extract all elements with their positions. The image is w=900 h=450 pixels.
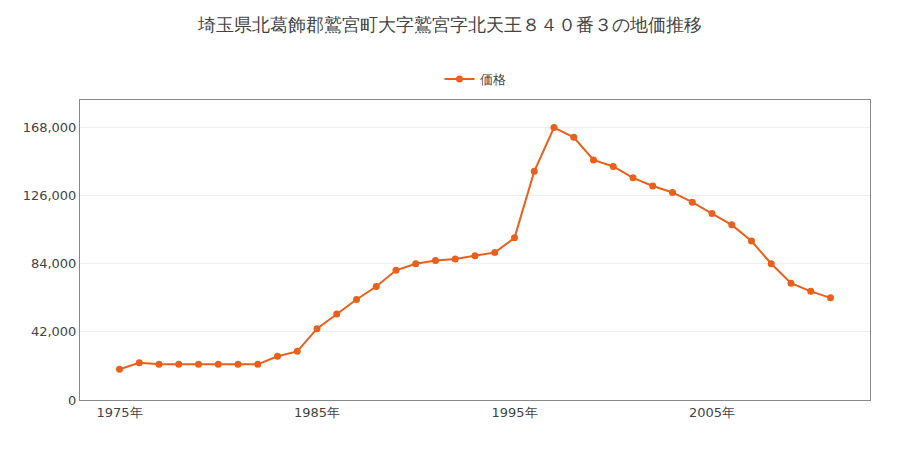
svg-text:42,000: 42,000 xyxy=(31,324,77,339)
svg-text:1975年: 1975年 xyxy=(96,405,142,420)
svg-text:2005年: 2005年 xyxy=(689,405,735,420)
svg-text:126,000: 126,000 xyxy=(23,188,77,203)
svg-text:1985年: 1985年 xyxy=(294,405,340,420)
svg-text:0: 0 xyxy=(68,393,76,408)
svg-text:価格: 価格 xyxy=(480,72,506,87)
svg-text:168,000: 168,000 xyxy=(23,120,77,135)
svg-text:1995年: 1995年 xyxy=(491,405,537,420)
svg-text:84,000: 84,000 xyxy=(31,256,77,271)
svg-text:埼玉県北葛飾郡鷲宮町大字鷲宮字北天王８４０番３の地価推移: 埼玉県北葛飾郡鷲宮町大字鷲宮字北天王８４０番３の地価推移 xyxy=(197,14,702,35)
